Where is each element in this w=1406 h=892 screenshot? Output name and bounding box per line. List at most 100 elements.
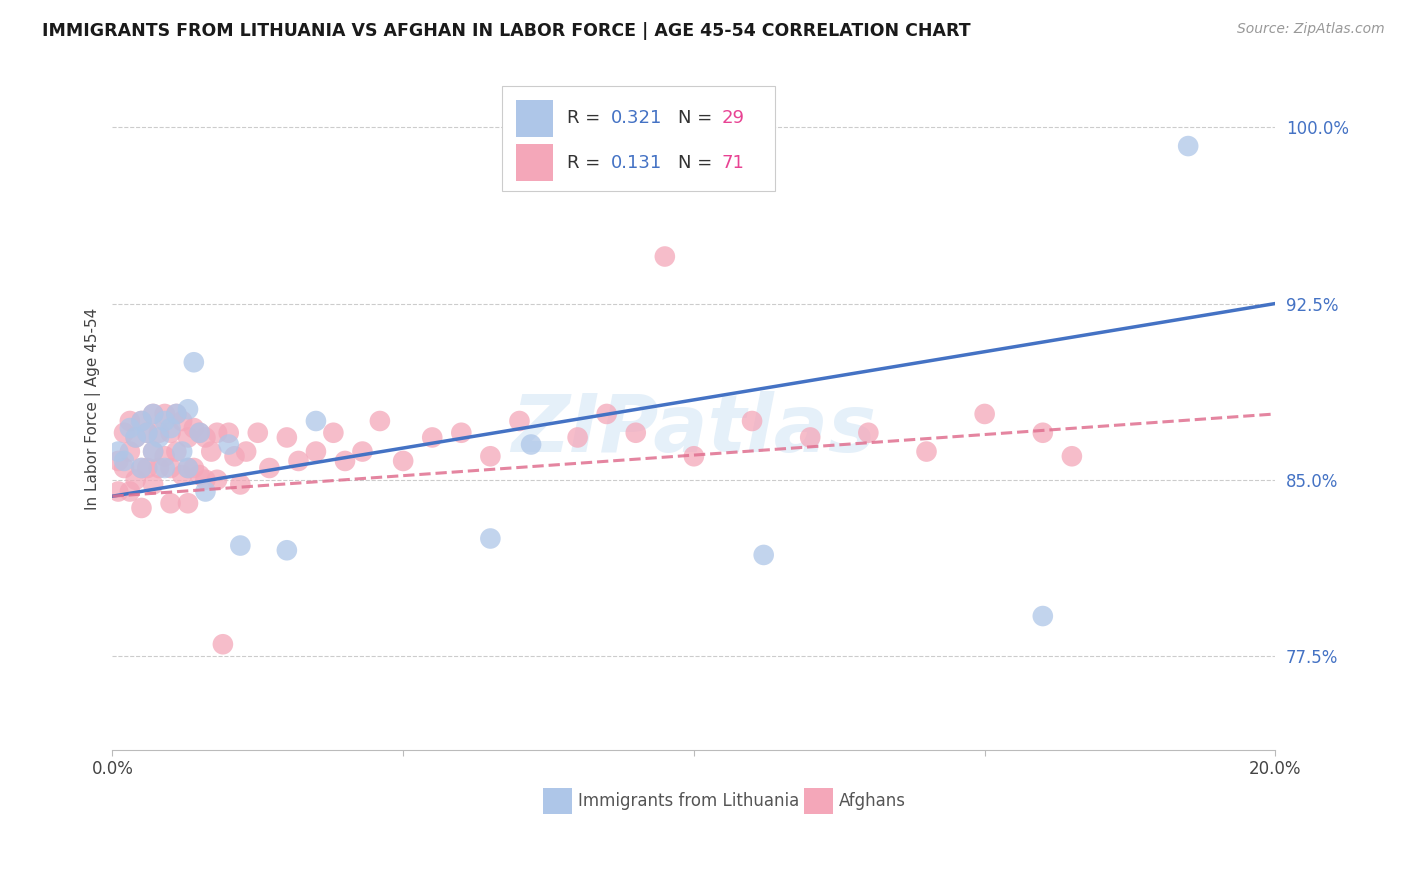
Point: [131, 414, 153, 428]
FancyBboxPatch shape: [543, 789, 572, 814]
Point: [287, 454, 309, 468]
Point: [153, 407, 176, 421]
Point: [159, 496, 181, 510]
Point: [188, 425, 211, 440]
Point: [124, 430, 146, 444]
Point: [799, 430, 821, 444]
Point: [177, 461, 200, 475]
Point: [218, 425, 240, 440]
Point: [112, 425, 135, 440]
Point: [172, 414, 194, 428]
Point: [305, 414, 328, 428]
Point: [131, 500, 153, 515]
Point: [131, 461, 153, 475]
Text: Afghans: Afghans: [839, 792, 907, 810]
Point: [229, 477, 252, 491]
Point: [159, 461, 181, 475]
Point: [392, 454, 415, 468]
Point: [172, 444, 194, 458]
Point: [112, 461, 135, 475]
Point: [194, 484, 217, 499]
Point: [212, 637, 235, 651]
Text: N =: N =: [678, 109, 717, 128]
Point: [1032, 609, 1054, 624]
Point: [183, 355, 205, 369]
Point: [124, 430, 146, 444]
Point: [177, 496, 200, 510]
Point: [165, 444, 187, 458]
Point: [118, 484, 141, 499]
Text: N =: N =: [678, 153, 717, 171]
FancyBboxPatch shape: [804, 789, 834, 814]
Point: [165, 407, 187, 421]
Text: 0.321: 0.321: [612, 109, 662, 128]
Text: Immigrants from Lithuania: Immigrants from Lithuania: [578, 792, 799, 810]
Point: [107, 454, 129, 468]
Point: [205, 425, 228, 440]
Point: [200, 444, 222, 458]
Point: [450, 425, 472, 440]
Text: IMMIGRANTS FROM LITHUANIA VS AFGHAN IN LABOR FORCE | AGE 45-54 CORRELATION CHART: IMMIGRANTS FROM LITHUANIA VS AFGHAN IN L…: [42, 22, 970, 40]
Point: [118, 421, 141, 435]
Text: ZIPatlas: ZIPatlas: [512, 391, 876, 468]
Point: [118, 414, 141, 428]
Point: [205, 473, 228, 487]
Point: [159, 421, 181, 435]
Point: [218, 437, 240, 451]
Point: [194, 473, 217, 487]
Point: [142, 444, 165, 458]
FancyBboxPatch shape: [516, 144, 553, 181]
Point: [567, 430, 589, 444]
Point: [172, 468, 194, 483]
Point: [142, 444, 165, 458]
Point: [479, 449, 502, 463]
Point: [142, 407, 165, 421]
Point: [683, 449, 706, 463]
Point: [142, 407, 165, 421]
Point: [136, 425, 159, 440]
Point: [118, 444, 141, 458]
Point: [136, 461, 159, 475]
Point: [368, 414, 391, 428]
Point: [333, 454, 356, 468]
Point: [352, 444, 374, 458]
Point: [305, 444, 328, 458]
Point: [148, 425, 170, 440]
Text: 71: 71: [721, 153, 745, 171]
Point: [148, 461, 170, 475]
Point: [654, 250, 676, 264]
Point: [177, 461, 200, 475]
Point: [153, 449, 176, 463]
Point: [420, 430, 443, 444]
Point: [322, 425, 344, 440]
Point: [520, 437, 543, 451]
Text: R =: R =: [567, 153, 606, 171]
Point: [1060, 449, 1083, 463]
Point: [153, 461, 176, 475]
Point: [229, 539, 252, 553]
Point: [246, 425, 269, 440]
Point: [112, 454, 135, 468]
Point: [177, 430, 200, 444]
Text: Source: ZipAtlas.com: Source: ZipAtlas.com: [1237, 22, 1385, 37]
Point: [188, 425, 211, 440]
Point: [224, 449, 246, 463]
Point: [595, 407, 617, 421]
Point: [1177, 139, 1199, 153]
Point: [107, 484, 129, 499]
Point: [1032, 425, 1054, 440]
Point: [136, 425, 159, 440]
Point: [973, 407, 995, 421]
Text: 29: 29: [721, 109, 745, 128]
Point: [259, 461, 281, 475]
Point: [153, 414, 176, 428]
Point: [142, 477, 165, 491]
Point: [183, 421, 205, 435]
Point: [177, 402, 200, 417]
Point: [741, 414, 763, 428]
Point: [165, 407, 187, 421]
FancyBboxPatch shape: [516, 100, 553, 137]
Point: [276, 430, 298, 444]
Point: [235, 444, 257, 458]
Point: [183, 461, 205, 475]
